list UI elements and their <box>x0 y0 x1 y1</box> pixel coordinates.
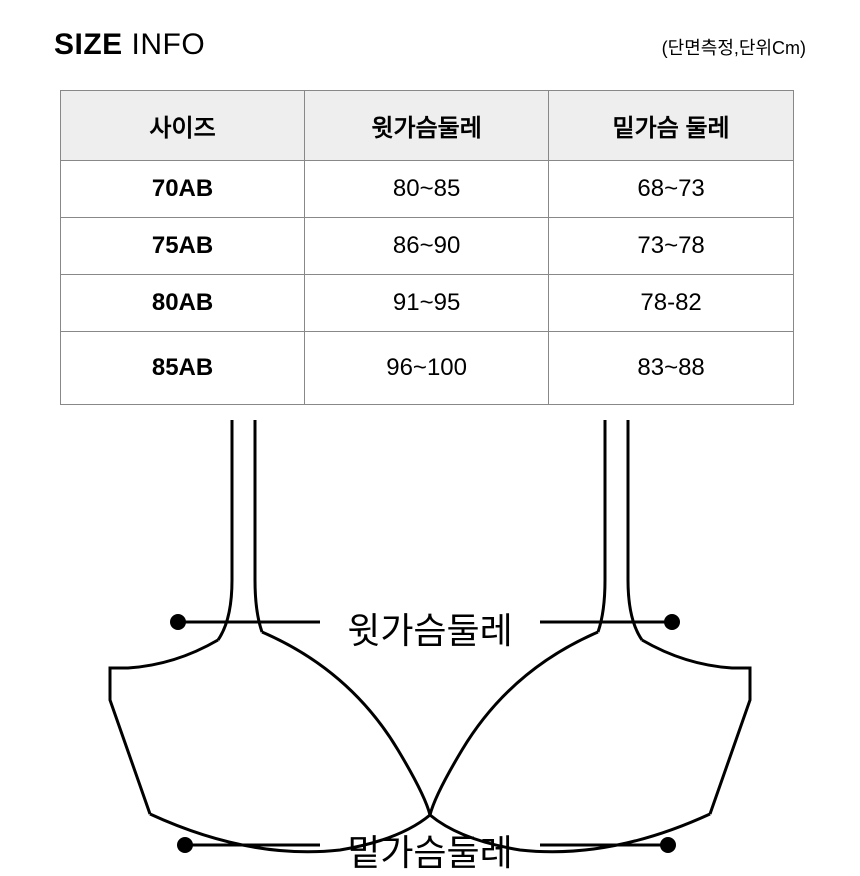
size-table: 사이즈 윗가슴둘레 밑가슴 둘레 70AB80~8568~7375AB86~90… <box>60 90 794 405</box>
unit-note: (단면측정,단위Cm) <box>662 34 806 60</box>
cell-over: 96~100 <box>305 332 549 405</box>
label-under-bust: 밑가슴둘레 <box>347 824 513 876</box>
table-header-row: 사이즈 윗가슴둘레 밑가슴 둘레 <box>61 91 794 161</box>
cell-over: 80~85 <box>305 161 549 218</box>
col-size: 사이즈 <box>61 91 305 161</box>
cell-under: 83~88 <box>549 332 794 405</box>
col-over: 윗가슴둘레 <box>305 91 549 161</box>
table-row: 70AB80~8568~73 <box>61 161 794 218</box>
col-under: 밑가슴 둘레 <box>549 91 794 161</box>
cell-over: 91~95 <box>305 275 549 332</box>
page-title: SIZE INFO <box>54 28 205 62</box>
title-row: SIZE INFO (단면측정,단위Cm) <box>54 28 806 62</box>
cell-size: 85AB <box>61 332 305 405</box>
table-body: 70AB80~8568~7375AB86~9073~7880AB91~9578-… <box>61 161 794 405</box>
table-row: 75AB86~9073~78 <box>61 218 794 275</box>
cell-over: 86~90 <box>305 218 549 275</box>
cell-under: 78-82 <box>549 275 794 332</box>
cell-size: 70AB <box>61 161 305 218</box>
title-bold: SIZE <box>54 28 123 61</box>
table-row: 80AB91~9578-82 <box>61 275 794 332</box>
cell-size: 75AB <box>61 218 305 275</box>
cell-under: 68~73 <box>549 161 794 218</box>
title-light: INFO <box>123 28 206 61</box>
measurement-diagram: 윗가슴둘레 밑가슴둘레 <box>0 410 860 860</box>
label-over-bust: 윗가슴둘레 <box>347 602 513 654</box>
cell-size: 80AB <box>61 275 305 332</box>
table-row: 85AB96~10083~88 <box>61 332 794 405</box>
cell-under: 73~78 <box>549 218 794 275</box>
